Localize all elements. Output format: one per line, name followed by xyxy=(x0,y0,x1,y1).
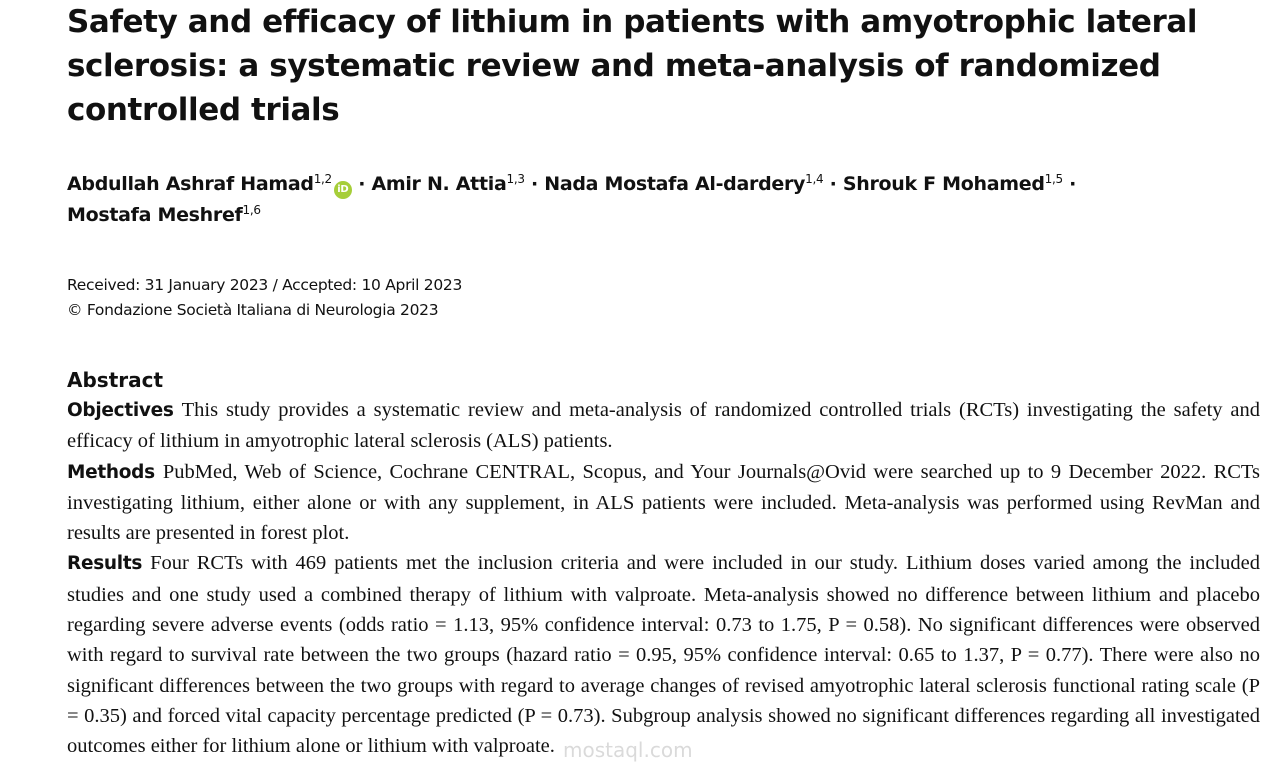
affiliation: 1,2 xyxy=(313,172,332,186)
abstract: Abstract Objectives This study provides a… xyxy=(67,365,1260,762)
dates: Received: 31 January 2023 / Accepted: 10… xyxy=(67,273,462,323)
affiliation: 1,4 xyxy=(805,172,824,186)
title-line: Safety and efficacy of lithium in patien… xyxy=(67,4,1198,40)
copyright: © Fondazione Società Italiana di Neurolo… xyxy=(67,301,439,319)
orcid-icon[interactable]: iD xyxy=(333,181,352,199)
affiliation: 1,3 xyxy=(506,172,525,186)
section-text: Four RCTs with 469 patients met the incl… xyxy=(67,552,1260,758)
author: Amir N. Attia xyxy=(371,173,507,195)
affiliation: 1,5 xyxy=(1044,172,1063,186)
affiliation: 1,6 xyxy=(242,203,261,217)
section-text: This study provides a systematic review … xyxy=(67,399,1260,453)
received: Received: 31 January 2023 / Accepted: 10… xyxy=(67,276,463,294)
title: Safety and efficacy of lithium in patien… xyxy=(67,0,1198,132)
watermark: mostaql.com xyxy=(563,738,693,762)
title-line: controlled trials xyxy=(67,92,340,128)
abstract-section: Methods PubMed, Web of Science, Cochrane … xyxy=(67,457,1260,549)
abstract-heading: Abstract xyxy=(67,368,164,392)
abstract-section: Results Four RCTs with 469 patients met t… xyxy=(67,548,1260,761)
author: Mostafa Meshref xyxy=(67,204,243,226)
authors: Abdullah Ashraf Hamad1,2iD · Amir N. Att… xyxy=(67,172,1077,226)
abstract-section: Objectives This study provides a systemat… xyxy=(67,395,1260,457)
section-label: Results xyxy=(67,553,143,575)
author: Shrouk F Mohamed xyxy=(842,173,1045,195)
title-line: sclerosis: a systematic review and meta-… xyxy=(67,48,1161,84)
author: Nada Mostafa Al-dardery xyxy=(544,173,806,195)
section-label: Methods xyxy=(67,461,155,483)
author: Abdullah Ashraf Hamad xyxy=(67,173,314,195)
section-label: Objectives xyxy=(67,400,174,421)
section-text: PubMed, Web of Science, Cochrane CENTRAL… xyxy=(67,460,1260,545)
